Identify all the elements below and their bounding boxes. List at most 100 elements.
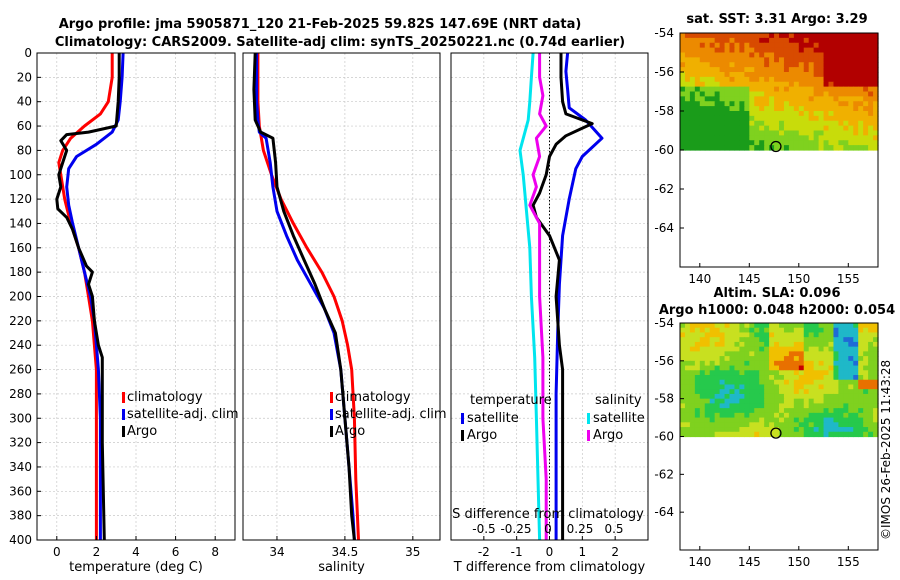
map-cell (858, 91, 864, 97)
map-cell (793, 332, 800, 338)
map-cell (838, 398, 844, 404)
map-cell (704, 346, 711, 352)
map-cell (808, 403, 815, 409)
map-cell (764, 341, 770, 348)
map-cell (863, 106, 869, 112)
map-cell (833, 375, 839, 381)
map-cell (734, 351, 740, 357)
map-cell (863, 365, 869, 371)
map-cell (759, 57, 765, 63)
map-cell (788, 96, 795, 102)
map-cell (793, 125, 800, 132)
map-cell (754, 42, 760, 49)
map-cell (858, 351, 864, 357)
map-cell (868, 332, 874, 338)
map-cell (709, 431, 716, 438)
map-cell (704, 337, 711, 343)
map-cell (823, 125, 830, 132)
map-cell (744, 384, 750, 390)
map-cell (769, 337, 775, 343)
map-cell (754, 417, 760, 423)
map-cell (788, 125, 795, 132)
map-cell (823, 417, 830, 423)
map-cell (709, 393, 716, 400)
map-cell (739, 375, 745, 381)
map-cell (838, 140, 844, 146)
map-cell (714, 145, 721, 151)
map-cell (808, 408, 815, 414)
map-cell (798, 145, 805, 151)
map-cell (729, 379, 736, 386)
map-cell (848, 130, 854, 136)
map-cell (759, 351, 765, 357)
map-cell (779, 346, 785, 352)
map-cell (764, 125, 770, 132)
map-cell (803, 72, 810, 78)
map-cell (858, 52, 864, 58)
map-cell (853, 76, 859, 83)
map-cell (853, 370, 859, 376)
map-cell (724, 337, 731, 343)
series-line-t-argo (531, 53, 594, 540)
map-cell (863, 389, 869, 395)
map-cell (828, 375, 835, 381)
map-cell (689, 403, 696, 409)
x-tick-label: 150 (787, 272, 810, 286)
map-cell (714, 115, 721, 122)
map-cell (853, 81, 859, 88)
map-cell (749, 346, 755, 352)
map-cell (699, 76, 706, 83)
map-cell (764, 422, 770, 428)
map-cell (709, 346, 716, 352)
map-cell (729, 370, 736, 376)
map-cell (843, 62, 849, 68)
map-cell (793, 384, 800, 390)
map-cell (759, 37, 765, 44)
map-cell (774, 33, 780, 39)
map-cell (833, 106, 839, 112)
map-cell (813, 408, 820, 414)
map-cell (709, 332, 716, 338)
map-cell (793, 393, 800, 400)
map-cell (734, 81, 740, 88)
map-cell (779, 327, 785, 334)
map-cell (699, 403, 706, 409)
map-cell (744, 52, 750, 58)
map-cell (853, 389, 859, 395)
map-cell (694, 427, 701, 433)
map-cell (704, 57, 711, 63)
map-cell (719, 140, 726, 146)
map-cell (680, 91, 686, 97)
map-cell (808, 101, 815, 107)
map-cell (828, 403, 835, 409)
map-cell (818, 72, 825, 78)
map-cell (704, 67, 711, 73)
map-cell (803, 351, 810, 357)
map-cell (788, 327, 795, 334)
map-cell (823, 37, 830, 44)
map-cell (843, 389, 849, 395)
map-cell (749, 106, 755, 112)
map-cell (729, 76, 736, 83)
map-cell (724, 323, 731, 329)
map-cell (754, 81, 760, 88)
map-cell (823, 145, 830, 151)
map-cell (680, 427, 686, 433)
map-cell (818, 384, 825, 390)
map-cell (863, 111, 869, 117)
map-cell (734, 106, 740, 112)
map-cell (744, 62, 750, 68)
map-cell (793, 360, 800, 367)
map-cell (684, 67, 691, 73)
map-cell (808, 360, 815, 367)
map-cell (788, 384, 795, 390)
map-cell (779, 106, 785, 112)
map-cell (848, 398, 854, 404)
map-cell (833, 67, 839, 73)
map-cell (873, 120, 879, 127)
map-cell (694, 67, 701, 73)
map-cell (774, 72, 780, 78)
map-cell (689, 86, 696, 93)
map-cell (798, 393, 805, 400)
map-cell (759, 332, 765, 338)
